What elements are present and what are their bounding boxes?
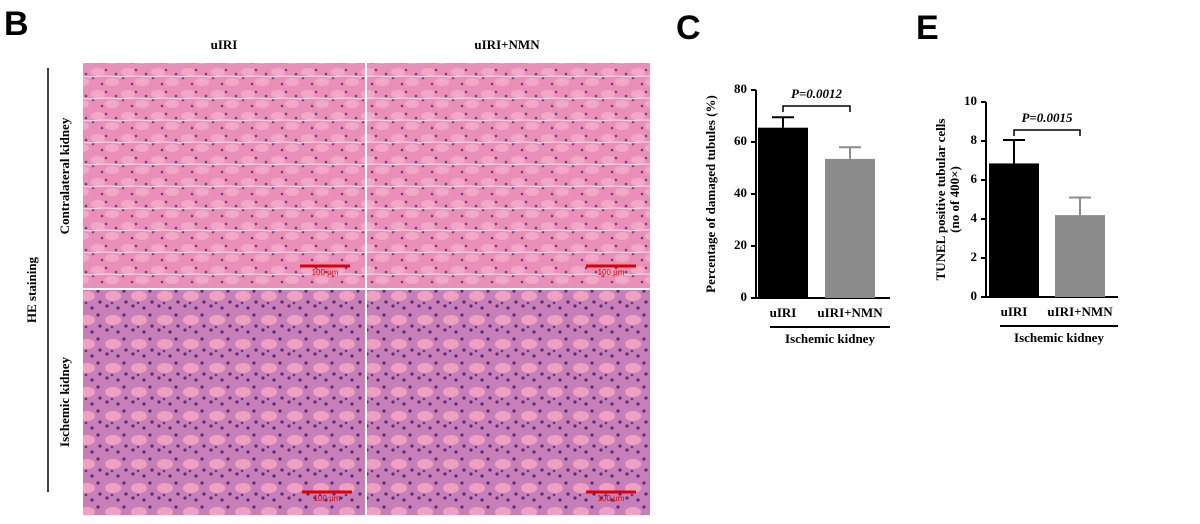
significance-bracket [782, 105, 851, 112]
y-tick-label: 20 [734, 237, 747, 252]
bar [825, 158, 875, 298]
y-axis-label: Percentage of damaged tubules (%) [703, 95, 718, 293]
group-label: HE staining [24, 256, 39, 323]
y-tick-label: 6 [971, 171, 978, 186]
scale-bar-label: 100 μm [314, 494, 341, 503]
x-axis-label: Ischemic kidney [1014, 330, 1104, 345]
p-value: P=0.0015 [1021, 110, 1073, 125]
y-tick-label: 80 [734, 81, 747, 96]
y-tick-label: 2 [971, 249, 978, 264]
y-axis-label: TUNEL positive tubular cells [933, 119, 948, 281]
y-tick-label: 0 [971, 288, 978, 303]
micrograph [83, 63, 365, 288]
y-tick-label: 0 [741, 289, 748, 304]
x-axis-label: Ischemic kidney [785, 331, 875, 346]
row-label: Ischemic kidney [57, 357, 72, 447]
y-tick-label: 10 [964, 93, 977, 108]
micrograph [367, 290, 650, 515]
column-header: uIRI+NMN [474, 37, 540, 52]
significance-bracket [1013, 129, 1081, 136]
bar [1055, 215, 1105, 297]
y-tick-label: 60 [734, 133, 747, 148]
y-tick-label: 4 [971, 210, 978, 225]
scale-bar-label: 100 μm [312, 268, 339, 277]
p-value: P=0.0012 [791, 86, 843, 101]
row-label: Contralateral kidney [57, 117, 72, 234]
x-tick-label: uIRI [770, 305, 797, 320]
micrograph [367, 63, 650, 288]
bar [989, 163, 1039, 297]
x-tick-label: uIRI+NMN [817, 305, 883, 320]
x-tick-label: uIRI+NMN [1047, 304, 1113, 319]
panel-label: C [676, 9, 701, 47]
x-tick-label: uIRI [1001, 304, 1028, 319]
y-axis-label: (no of 400×) [947, 166, 962, 233]
panel-label: B [4, 5, 29, 43]
panel-label: E [916, 9, 939, 47]
column-header: uIRI [211, 37, 238, 52]
bar [758, 127, 808, 298]
y-tick-label: 40 [734, 185, 747, 200]
scale-bar-label: 100 μm [598, 268, 625, 277]
micrograph [83, 290, 365, 515]
scale-bar-label: 100 μm [598, 494, 625, 503]
y-tick-label: 8 [971, 132, 978, 147]
